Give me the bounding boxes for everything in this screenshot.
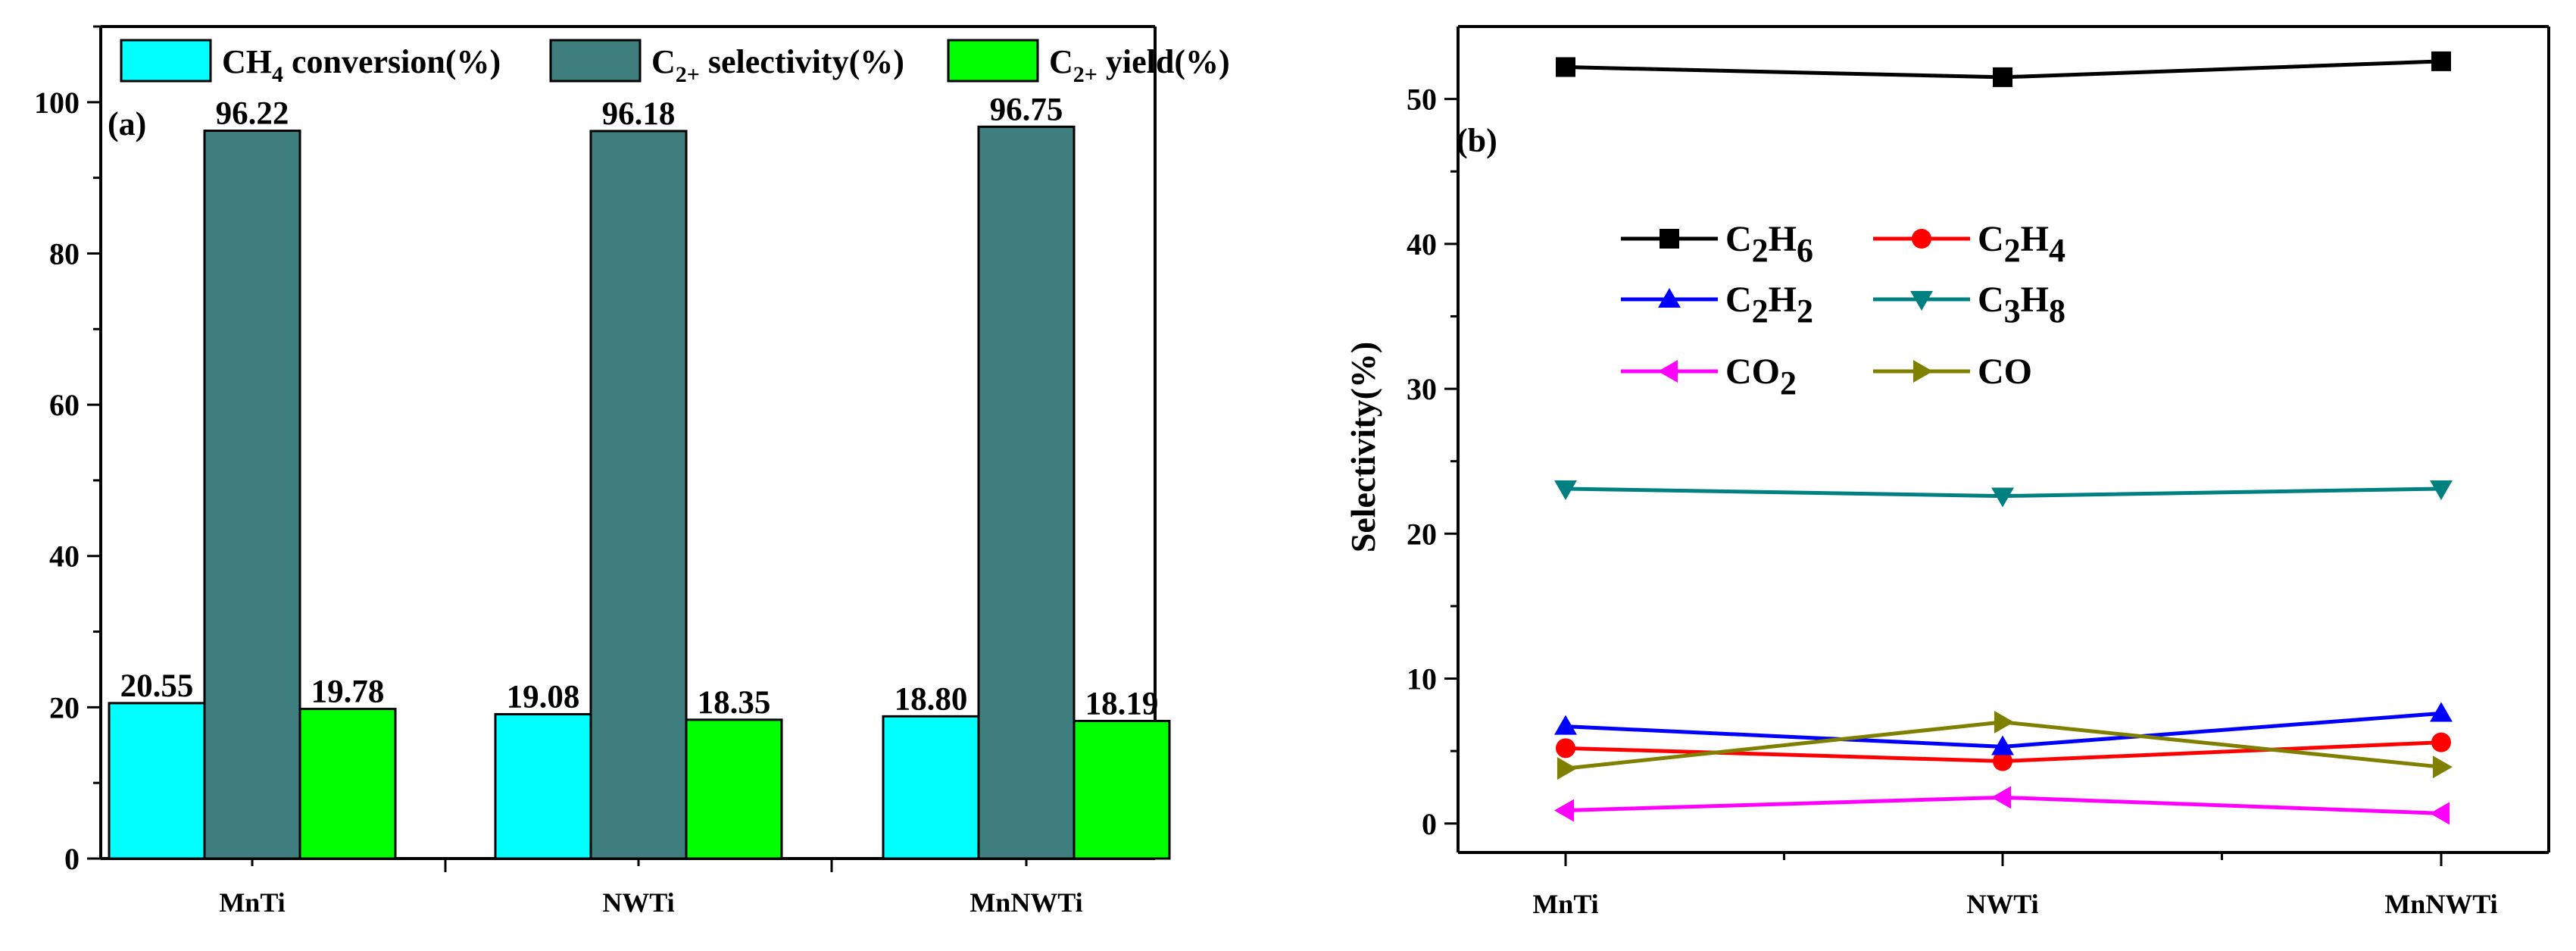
- bar-mnnwti-series-3: [1073, 719, 1171, 860]
- legend-swatch-series-1: [120, 39, 212, 83]
- bar-value-label: 18.35: [698, 685, 771, 721]
- bar-mnti-series-2: [203, 130, 301, 860]
- bar-value-label: 20.55: [120, 668, 194, 704]
- bar-value-label: 96.75: [990, 92, 1063, 127]
- bar-mnnwti-series-1: [882, 715, 980, 860]
- bar-value-label: 18.80: [895, 681, 968, 717]
- point-c2h4-nwti: [1993, 751, 2012, 771]
- point-c2h4-mnti: [1556, 738, 1575, 759]
- legend-label-c2h4: C2H4: [1978, 219, 2065, 269]
- bar-value-label: 96.22: [216, 96, 289, 132]
- panel-b-category-label: MnNWTi: [2384, 889, 2497, 919]
- point-c2h6-mnti: [1556, 57, 1575, 77]
- panel-b-y-tick-label: 30: [1407, 372, 1437, 406]
- point-c3h8-mnti: [1554, 480, 1577, 500]
- panel-b-y-tick-label: 0: [1422, 807, 1437, 841]
- panel-a-y-tick-label: 0: [64, 842, 80, 876]
- legend-marker-c2h6: [1660, 229, 1679, 249]
- legend-label-series-1: CH4 conversion(%): [222, 43, 501, 87]
- panel-b-y-tick-label: 40: [1407, 227, 1437, 261]
- point-co2-mnti: [1554, 799, 1575, 822]
- panel-b-y-tick-label: 50: [1407, 83, 1437, 117]
- point-c2h2-mnnwti: [2430, 702, 2453, 722]
- legend-label-series-3: C2+ yield(%): [1049, 43, 1230, 87]
- legend-label-co2: CO2: [1725, 352, 1797, 402]
- panel-a-y-tick-label: 80: [49, 236, 80, 271]
- point-c3h8-mnnwti: [2430, 480, 2453, 500]
- point-c2h2-nwti: [1991, 735, 2014, 755]
- panel-a-y-tick-label: 20: [49, 690, 80, 724]
- panel-a-category-label: MnNWTi: [970, 887, 1082, 918]
- legend-marker-c2h4: [1912, 229, 1931, 249]
- panel-a-y-tick-label: 60: [49, 388, 80, 422]
- legend-swatch-series-3: [947, 39, 1039, 83]
- legend-marker-co2: [1658, 360, 1678, 383]
- panel-b-y-tick-label: 20: [1407, 517, 1437, 551]
- panel-a-y-tick-label: 100: [34, 86, 80, 120]
- panel-b-category-label: NWTi: [1966, 889, 2038, 919]
- legend-label-c3h8: C3H8: [1978, 280, 2065, 330]
- panel-a-category-label: NWTi: [602, 887, 674, 918]
- panel-b-label: (b): [1457, 122, 1497, 159]
- bar-mnnwti-series-2: [977, 125, 1076, 860]
- point-c2h4-mnnwti: [2431, 732, 2451, 752]
- point-co2-mnnwti: [2430, 802, 2450, 825]
- panel-a-bar-chart: 20.55 19.08 18.80 96.22 96.18 96.75 19.78 18.35…: [34, 25, 1230, 918]
- panel-b-legend: C2H6 C2H4 C2H2 C3H8 CO2 CO: [1621, 219, 2065, 402]
- point-c2h6-nwti: [1993, 67, 2012, 87]
- legend-marker-c3h8: [1910, 290, 1933, 311]
- legend-swatch-series-2: [549, 39, 642, 83]
- panel-a-legend: CH4 conversion(%) C2+ selectivity(%) C2+ y…: [120, 39, 1230, 87]
- point-co-nwti: [1994, 710, 2014, 734]
- panel-a-category-label: MnTi: [219, 887, 285, 918]
- panel-b-y-axis-title: Selectivity(%): [1344, 342, 1382, 552]
- point-c3h8-nwti: [1991, 487, 2014, 508]
- panel-b-y-tick-label: 10: [1407, 662, 1437, 696]
- bar-value-label: 96.18: [602, 96, 676, 132]
- legend-marker-c2h2: [1658, 288, 1681, 308]
- point-c2h2-mnti: [1554, 715, 1577, 735]
- legend-marker-co: [1912, 360, 1933, 383]
- point-co2-nwti: [1991, 786, 2012, 809]
- bar-value-label: 19.08: [507, 680, 580, 715]
- legend-label-series-2: C2+ selectivity(%): [651, 43, 904, 87]
- legend-label-c2h6: C2H6: [1725, 219, 1813, 269]
- panel-a-y-tick-label: 40: [49, 540, 80, 574]
- bar-nwti-series-2: [589, 130, 688, 860]
- panel-a-label: (a): [108, 105, 146, 142]
- bar-nwti-series-3: [685, 718, 783, 860]
- panel-b-line-chart: 0 10 20 30 40 50 MnTi NWTi MnNWTi Selectivity(%) (…: [1344, 25, 2550, 919]
- point-co-mnnwti: [2432, 755, 2453, 779]
- bar-value-label: 18.19: [1085, 686, 1159, 721]
- point-co-mnti: [1557, 757, 1577, 781]
- panel-b-category-label: MnTi: [1532, 889, 1598, 919]
- bar-mnti-series-1: [108, 702, 206, 860]
- legend-label-c2h2: C2H2: [1725, 280, 1813, 330]
- legend-label-co: CO: [1978, 352, 2032, 392]
- bar-mnti-series-3: [298, 708, 397, 860]
- bar-value-label: 19.78: [311, 674, 385, 710]
- bar-nwti-series-1: [494, 713, 592, 860]
- point-c2h6-mnnwti: [2431, 51, 2451, 71]
